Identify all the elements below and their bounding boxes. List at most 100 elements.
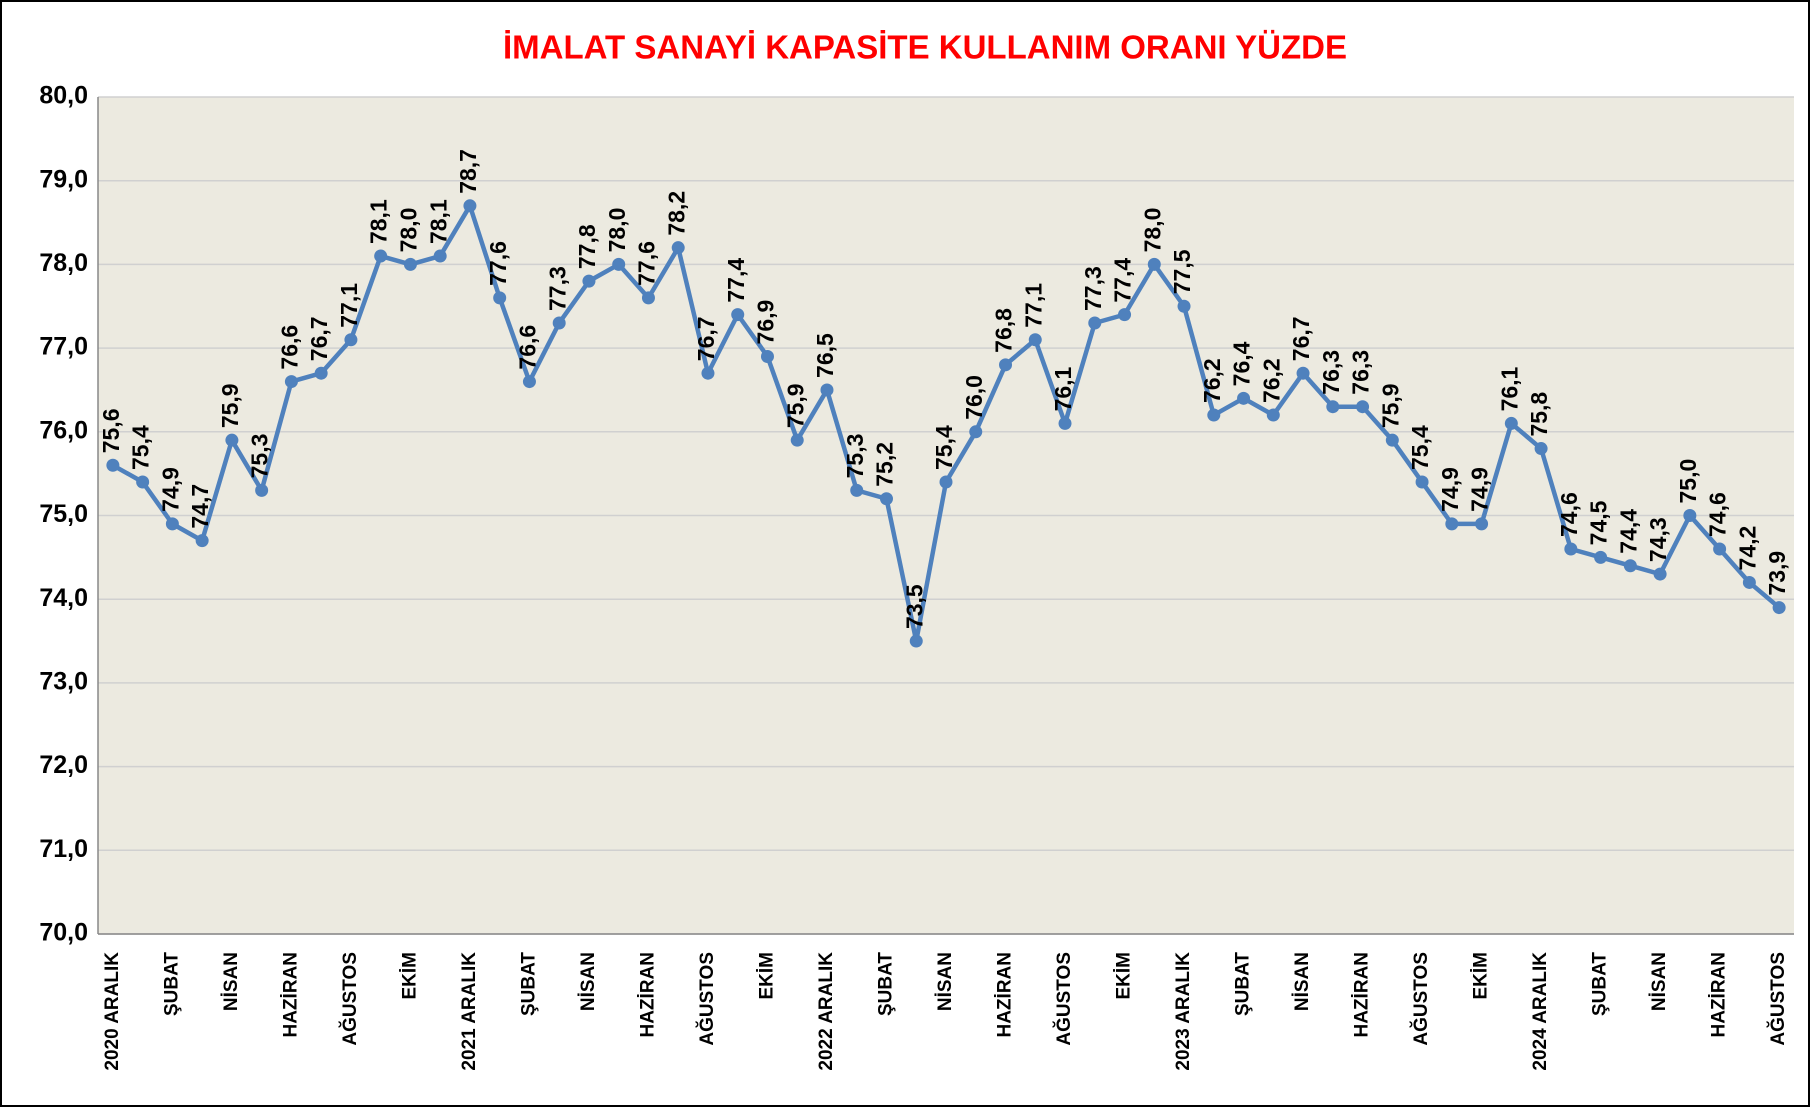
x-tick-label: HAZİRAN (1352, 952, 1373, 1038)
data-label: 75,4 (1407, 425, 1433, 470)
data-label: 77,3 (544, 266, 570, 311)
point (1415, 475, 1429, 489)
data-label: 74,3 (1645, 517, 1671, 562)
data-label: 75,3 (247, 434, 273, 479)
point (1742, 575, 1756, 589)
point (1177, 299, 1191, 313)
x-tick-label: ŞUBAT (161, 952, 182, 1016)
data-label: 74,2 (1734, 526, 1760, 571)
point (463, 199, 477, 213)
point (850, 483, 864, 497)
data-label: 76,4 (1229, 341, 1255, 386)
point (165, 517, 179, 531)
point (879, 492, 893, 506)
point (1683, 509, 1697, 522)
point (225, 433, 239, 447)
data-label: 76,7 (693, 316, 719, 361)
point (1475, 517, 1489, 531)
x-tick-label: HAZİRAN (995, 952, 1016, 1038)
data-label: 76,7 (1288, 316, 1314, 361)
y-tick-label: 73,0 (39, 668, 88, 696)
x-tick-label: AĞUSTOS (339, 952, 361, 1046)
data-label: 78,7 (455, 149, 481, 194)
data-label: 74,6 (1556, 492, 1582, 537)
x-tick-label: ŞUBAT (1233, 952, 1254, 1016)
x-tick-label: EKİM (1471, 952, 1492, 1000)
x-tick-label: EKİM (756, 952, 777, 1000)
data-label: 74,5 (1586, 500, 1612, 545)
point (641, 291, 655, 305)
data-label: 75,4 (931, 425, 957, 470)
data-label: 77,4 (723, 258, 749, 303)
point (790, 433, 804, 447)
data-label: 77,6 (485, 241, 511, 286)
data-label: 77,6 (634, 241, 660, 286)
point (1772, 601, 1786, 615)
point (909, 634, 923, 648)
point (284, 375, 298, 389)
point (1713, 542, 1727, 556)
x-tick-label: NİSAN (1649, 952, 1670, 1011)
data-label: 74,4 (1615, 509, 1641, 554)
point (582, 274, 596, 288)
y-tick-label: 80,0 (39, 82, 88, 110)
data-label: 75,9 (217, 383, 243, 428)
point (612, 257, 626, 271)
data-label: 78,2 (663, 191, 689, 236)
point (1356, 400, 1370, 414)
point (820, 383, 834, 397)
y-tick-label: 71,0 (39, 835, 88, 863)
point (1534, 442, 1548, 456)
point (671, 241, 685, 255)
point (1266, 408, 1280, 422)
y-tick-label: 70,0 (39, 919, 88, 947)
x-tick-label: NİSAN (935, 952, 956, 1011)
data-label: 78,1 (425, 199, 451, 244)
data-label: 74,9 (1437, 467, 1463, 512)
point (999, 358, 1013, 372)
y-tick-label: 77,0 (39, 333, 88, 361)
point (1326, 400, 1340, 414)
point (731, 308, 745, 322)
data-label: 75,4 (128, 425, 154, 470)
x-tick-label: ŞUBAT (1590, 952, 1611, 1016)
data-label: 75,9 (1377, 383, 1403, 428)
y-tick-label: 72,0 (39, 751, 88, 779)
point (1028, 333, 1042, 347)
data-label: 75,2 (872, 442, 898, 487)
point (1088, 316, 1102, 330)
data-label: 74,6 (1705, 492, 1731, 537)
x-tick-label: 2023 ARALIK (1173, 952, 1194, 1071)
data-label: 74,9 (157, 467, 183, 512)
point (1504, 416, 1518, 430)
data-label: 76,5 (812, 333, 838, 378)
data-label: 75,3 (842, 434, 868, 479)
x-tick-label: EKİM (399, 952, 420, 1000)
point (1623, 559, 1637, 573)
point (969, 425, 983, 439)
data-label: 77,8 (574, 224, 600, 269)
point (403, 257, 417, 271)
point (1385, 433, 1399, 447)
data-label: 78,0 (604, 208, 630, 253)
x-tick-label: AĞUSTOS (1053, 952, 1075, 1046)
point (1653, 567, 1667, 581)
x-tick-label: AĞUSTOS (696, 952, 718, 1046)
data-label: 76,0 (961, 375, 987, 420)
x-tick-label: AĞUSTOS (1767, 952, 1789, 1046)
data-label: 73,5 (901, 584, 927, 629)
data-label: 75,8 (1526, 392, 1552, 437)
data-label: 75,9 (782, 383, 808, 428)
chart-title: İMALAT SANAYİ KAPASİTE KULLANIM ORANI YÜ… (503, 29, 1347, 66)
data-label: 77,1 (1020, 283, 1046, 328)
y-tick-label: 76,0 (39, 416, 88, 444)
y-tick-label: 75,0 (39, 500, 88, 528)
data-label: 77,3 (1080, 266, 1106, 311)
y-tick-label: 74,0 (39, 584, 88, 612)
y-tick-label: 79,0 (39, 165, 88, 193)
point (314, 366, 328, 380)
data-label: 77,4 (1110, 258, 1136, 303)
x-tick-label: 2021 ARALIK (459, 952, 480, 1071)
x-tick-label: 2024 ARALIK (1530, 952, 1551, 1071)
